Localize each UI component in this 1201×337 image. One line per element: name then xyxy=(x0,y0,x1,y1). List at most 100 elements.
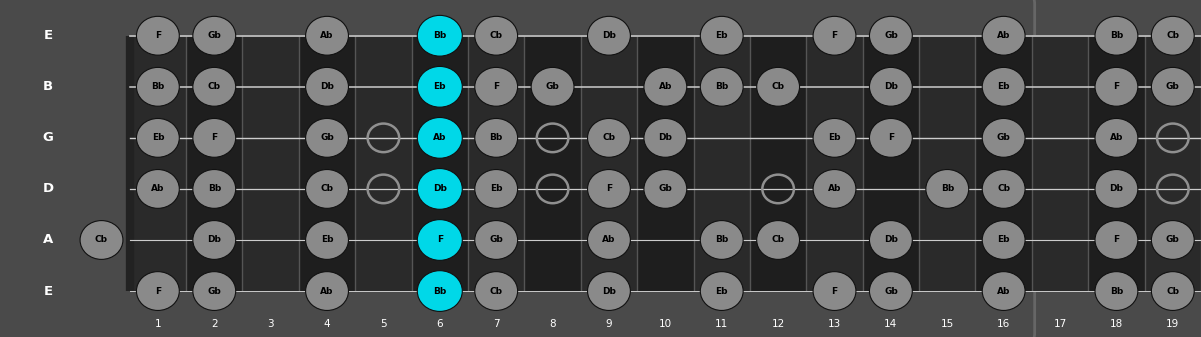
Text: Gb: Gb xyxy=(997,133,1010,142)
Text: Ab: Ab xyxy=(658,82,673,91)
Text: Eb: Eb xyxy=(997,236,1010,244)
Circle shape xyxy=(193,221,235,259)
Text: G: G xyxy=(42,131,53,144)
Bar xyxy=(243,35,299,292)
Text: Gb: Gb xyxy=(884,286,898,296)
Circle shape xyxy=(813,16,856,55)
Circle shape xyxy=(1152,221,1194,259)
Circle shape xyxy=(193,67,235,106)
Text: Eb: Eb xyxy=(829,133,841,142)
Text: Cb: Cb xyxy=(1166,286,1179,296)
Text: 13: 13 xyxy=(827,319,841,329)
Circle shape xyxy=(305,119,348,157)
Circle shape xyxy=(644,170,687,208)
Text: F: F xyxy=(1113,236,1119,244)
Text: E: E xyxy=(43,284,53,298)
Circle shape xyxy=(982,272,1026,310)
Circle shape xyxy=(474,67,518,106)
Text: Bb: Bb xyxy=(208,184,221,193)
Circle shape xyxy=(305,272,348,310)
Text: Ab: Ab xyxy=(1110,133,1123,142)
Circle shape xyxy=(982,16,1026,55)
Text: Cb: Cb xyxy=(490,286,503,296)
Text: Gb: Gb xyxy=(884,31,898,40)
Circle shape xyxy=(137,119,179,157)
Text: Ab: Ab xyxy=(321,31,334,40)
Text: 4: 4 xyxy=(324,319,330,329)
Circle shape xyxy=(926,170,969,208)
Circle shape xyxy=(700,221,743,259)
Circle shape xyxy=(417,66,462,107)
Circle shape xyxy=(137,16,179,55)
Text: F: F xyxy=(211,133,217,142)
Text: Cb: Cb xyxy=(490,31,503,40)
Text: Cb: Cb xyxy=(771,82,784,91)
Text: 10: 10 xyxy=(659,319,671,329)
Text: Gb: Gb xyxy=(489,236,503,244)
Text: Gb: Gb xyxy=(1166,82,1179,91)
Text: Bb: Bb xyxy=(940,184,954,193)
Circle shape xyxy=(587,16,631,55)
Text: Db: Db xyxy=(602,286,616,296)
Text: 18: 18 xyxy=(1110,319,1123,329)
Text: 14: 14 xyxy=(884,319,897,329)
Text: Eb: Eb xyxy=(490,184,502,193)
Text: Gb: Gb xyxy=(321,133,334,142)
Text: Ab: Ab xyxy=(602,236,616,244)
Circle shape xyxy=(80,221,123,259)
Text: Db: Db xyxy=(884,236,898,244)
Circle shape xyxy=(474,119,518,157)
Text: Bb: Bb xyxy=(434,286,447,296)
Text: Eb: Eb xyxy=(151,133,165,142)
Circle shape xyxy=(870,67,913,106)
Circle shape xyxy=(417,118,462,158)
Bar xyxy=(299,35,355,292)
Text: Cb: Cb xyxy=(208,82,221,91)
Text: Eb: Eb xyxy=(997,82,1010,91)
Bar xyxy=(581,35,638,292)
Text: F: F xyxy=(494,82,500,91)
Text: Cb: Cb xyxy=(321,184,334,193)
Circle shape xyxy=(587,272,631,310)
Circle shape xyxy=(1152,67,1194,106)
Bar xyxy=(525,35,581,292)
Text: Db: Db xyxy=(321,82,334,91)
Text: 16: 16 xyxy=(997,319,1010,329)
Circle shape xyxy=(982,67,1026,106)
Text: B: B xyxy=(43,80,53,93)
Bar xyxy=(862,35,919,292)
Circle shape xyxy=(474,221,518,259)
Bar xyxy=(806,35,862,292)
Text: Bb: Bb xyxy=(1110,286,1123,296)
Text: Ab: Ab xyxy=(997,31,1010,40)
Text: Ab: Ab xyxy=(997,286,1010,296)
Text: 6: 6 xyxy=(436,319,443,329)
Text: 11: 11 xyxy=(715,319,728,329)
Circle shape xyxy=(870,221,913,259)
Text: Ab: Ab xyxy=(151,184,165,193)
Text: D: D xyxy=(42,182,54,195)
Text: F: F xyxy=(831,31,837,40)
Text: Cb: Cb xyxy=(771,236,784,244)
Circle shape xyxy=(193,16,235,55)
Circle shape xyxy=(305,221,348,259)
Circle shape xyxy=(870,119,913,157)
Bar xyxy=(468,35,525,292)
Text: A: A xyxy=(43,234,53,246)
Text: 19: 19 xyxy=(1166,319,1179,329)
Bar xyxy=(1088,35,1145,292)
Text: F: F xyxy=(888,133,894,142)
Circle shape xyxy=(137,272,179,310)
Text: Ab: Ab xyxy=(827,184,841,193)
Circle shape xyxy=(417,16,462,56)
Bar xyxy=(1032,35,1088,292)
Circle shape xyxy=(1095,119,1137,157)
Circle shape xyxy=(474,16,518,55)
Circle shape xyxy=(417,220,462,261)
Text: Bb: Bb xyxy=(434,31,447,40)
Text: 2: 2 xyxy=(211,319,217,329)
Bar xyxy=(975,35,1032,292)
Circle shape xyxy=(137,170,179,208)
Text: Eb: Eb xyxy=(716,286,728,296)
Circle shape xyxy=(474,170,518,208)
